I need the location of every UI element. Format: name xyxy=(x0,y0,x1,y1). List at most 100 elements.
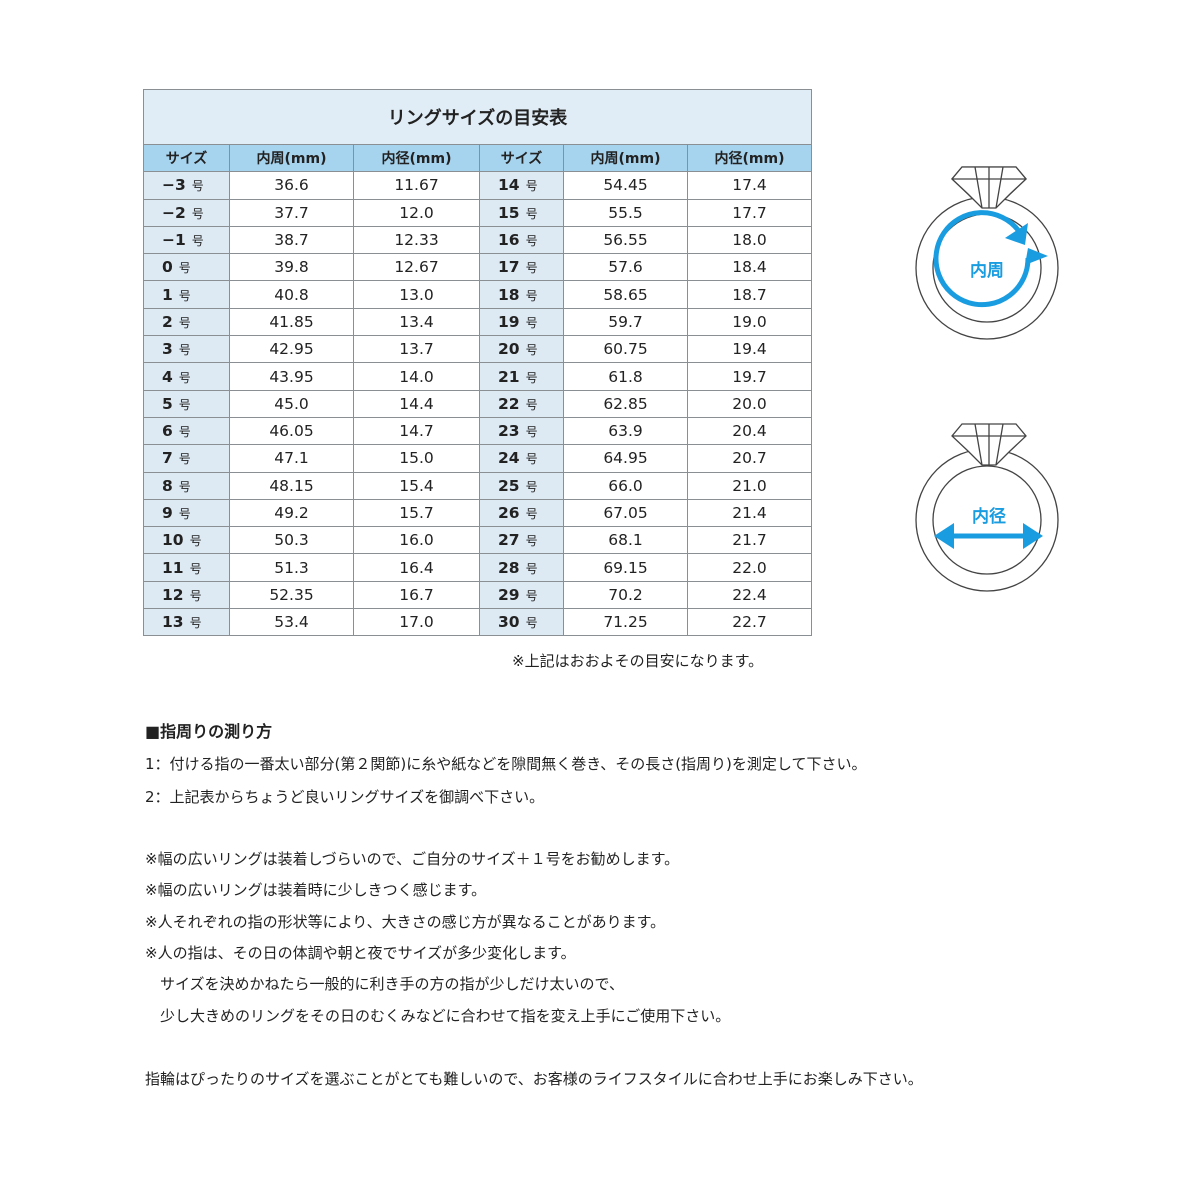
size-cell: −3 号 xyxy=(143,171,230,200)
size-value: 30 xyxy=(498,613,520,632)
size-unit: 号 xyxy=(525,425,538,440)
size-unit: 号 xyxy=(178,370,191,385)
diameter-cell: 16.4 xyxy=(353,553,480,582)
size-cell: 29 号 xyxy=(479,580,564,610)
size-value: 11 xyxy=(162,558,184,577)
size-unit: 号 xyxy=(525,234,538,249)
diameter-cell: 19.4 xyxy=(687,335,812,364)
circumference-cell: 52.35 xyxy=(229,580,354,610)
table-row: 1 号 40.8 13.0 18 号 58.65 18.7 xyxy=(143,280,812,309)
col-size: サイズ xyxy=(143,143,230,173)
size-unit: 号 xyxy=(178,452,191,467)
note-5: サイズを決めかねたら一般的に利き手の方の指が少しだけ太いので、 xyxy=(145,975,624,993)
note-4: ※人の指は、その日の体調や朝と夜でサイズが多少変化します。 xyxy=(145,944,576,962)
size-cell: 17 号 xyxy=(479,253,564,282)
diameter-cell: 15.4 xyxy=(353,471,480,500)
circumference-cell: 43.95 xyxy=(229,362,354,391)
size-unit: 号 xyxy=(191,206,204,221)
circumference-cell: 53.4 xyxy=(229,608,354,637)
circumference-cell: 69.15 xyxy=(563,553,688,582)
size-unit: 号 xyxy=(525,370,538,385)
circumference-cell: 37.7 xyxy=(229,198,354,227)
size-value: 4 xyxy=(162,367,173,386)
diameter-cell: 20.4 xyxy=(687,416,812,446)
table-row: 12 号 52.35 16.7 29 号 70.2 22.4 xyxy=(143,580,812,610)
size-unit: 号 xyxy=(178,315,191,330)
size-value: −3 xyxy=(162,176,186,195)
diameter-cell: 13.7 xyxy=(353,335,480,364)
diameter-cell: 19.7 xyxy=(687,362,812,391)
size-value: 28 xyxy=(498,558,520,577)
table-row: 5 号 45.0 14.4 22 号 62.85 20.0 xyxy=(143,389,812,418)
circumference-cell: 68.1 xyxy=(563,526,688,555)
circumference-cell: 66.0 xyxy=(563,471,688,500)
diameter-cell: 15.0 xyxy=(353,444,480,473)
circumference-cell: 50.3 xyxy=(229,526,354,555)
size-value: 21 xyxy=(498,367,520,386)
circumference-cell: 57.6 xyxy=(563,253,688,282)
size-unit: 号 xyxy=(525,452,538,467)
size-cell: 19 号 xyxy=(479,307,564,337)
size-unit: 号 xyxy=(178,507,191,521)
size-cell: 10 号 xyxy=(143,526,230,555)
size-unit: 号 xyxy=(525,479,538,494)
diameter-cell: 21.4 xyxy=(687,498,812,528)
diameter-cell: 21.7 xyxy=(687,526,812,555)
table-row: 8 号 48.15 15.4 25 号 66.0 21.0 xyxy=(143,471,812,500)
col-circumference: 内周(mm) xyxy=(229,143,354,173)
size-unit: 号 xyxy=(525,397,538,412)
size-cell: −1 号 xyxy=(143,225,230,255)
size-value: 0 xyxy=(162,258,173,277)
size-value: 19 xyxy=(498,312,520,331)
size-unit: 号 xyxy=(189,588,202,603)
table-row: −2 号 37.7 12.0 15 号 55.5 17.7 xyxy=(143,198,812,227)
diameter-cell: 22.7 xyxy=(687,608,812,637)
size-cell: 30 号 xyxy=(479,608,564,637)
table-row: 4 号 43.95 14.0 21 号 61.8 19.7 xyxy=(143,362,812,391)
size-value: 22 xyxy=(498,394,520,413)
diameter-cell: 14.4 xyxy=(353,389,480,418)
size-value: 2 xyxy=(162,312,173,331)
size-value: 5 xyxy=(162,394,173,413)
diameter-cell: 12.0 xyxy=(353,198,480,227)
circumference-cell: 55.5 xyxy=(563,198,688,227)
closing-text: 指輪はぴったりのサイズを選ぶことがとても難しいので、お客様のライフスタイルに合わ… xyxy=(145,1070,923,1088)
size-value: 26 xyxy=(498,504,520,522)
size-unit: 号 xyxy=(178,425,191,440)
size-cell: 15 号 xyxy=(479,198,564,227)
diameter-cell: 13.4 xyxy=(353,307,480,337)
circumference-cell: 67.05 xyxy=(563,498,688,528)
size-cell: 18 号 xyxy=(479,280,564,309)
circumference-cell: 63.9 xyxy=(563,416,688,446)
note-3: ※人それぞれの指の形状等により、大きさの感じ方が異なることがあります。 xyxy=(145,913,666,931)
col-diameter-2: 内径(mm) xyxy=(687,143,812,173)
note-6: 少し大きめのリングをその日のむくみなどに合わせて指を変え上手にご使用下さい。 xyxy=(145,1007,731,1025)
size-unit: 号 xyxy=(525,534,538,549)
size-value: 18 xyxy=(498,285,520,304)
size-value: 10 xyxy=(162,531,184,550)
diameter-cell: 21.0 xyxy=(687,471,812,500)
howto-step-1: 1：付ける指の一番太い部分(第２関節)に糸や紙などを隙間無く巻き、その長さ(指周… xyxy=(145,755,867,773)
size-unit: 号 xyxy=(178,288,191,303)
table-row: 13 号 53.4 17.0 30 号 71.25 22.7 xyxy=(143,608,812,637)
circumference-cell: 56.55 xyxy=(563,225,688,255)
circumference-cell: 58.65 xyxy=(563,280,688,309)
size-unit: 号 xyxy=(178,397,191,412)
size-value: 12 xyxy=(162,585,184,604)
size-unit: 号 xyxy=(525,206,538,221)
table-row: 3 号 42.95 13.7 20 号 60.75 19.4 xyxy=(143,335,812,364)
size-value: 7 xyxy=(162,449,173,468)
circumference-cell: 40.8 xyxy=(229,280,354,309)
table-title: リングサイズの目安表 xyxy=(143,89,812,145)
size-unit: 号 xyxy=(525,507,538,521)
table-row: −3 号 36.6 11.67 14 号 54.45 17.4 xyxy=(143,171,812,200)
size-cell: 20 号 xyxy=(479,335,564,364)
ring-diagrams: 内周 内径 xyxy=(915,166,1059,592)
circumference-cell: 60.75 xyxy=(563,335,688,364)
table-row: 10 号 50.3 16.0 27 号 68.1 21.7 xyxy=(143,526,812,555)
diameter-cell: 17.4 xyxy=(687,171,812,200)
